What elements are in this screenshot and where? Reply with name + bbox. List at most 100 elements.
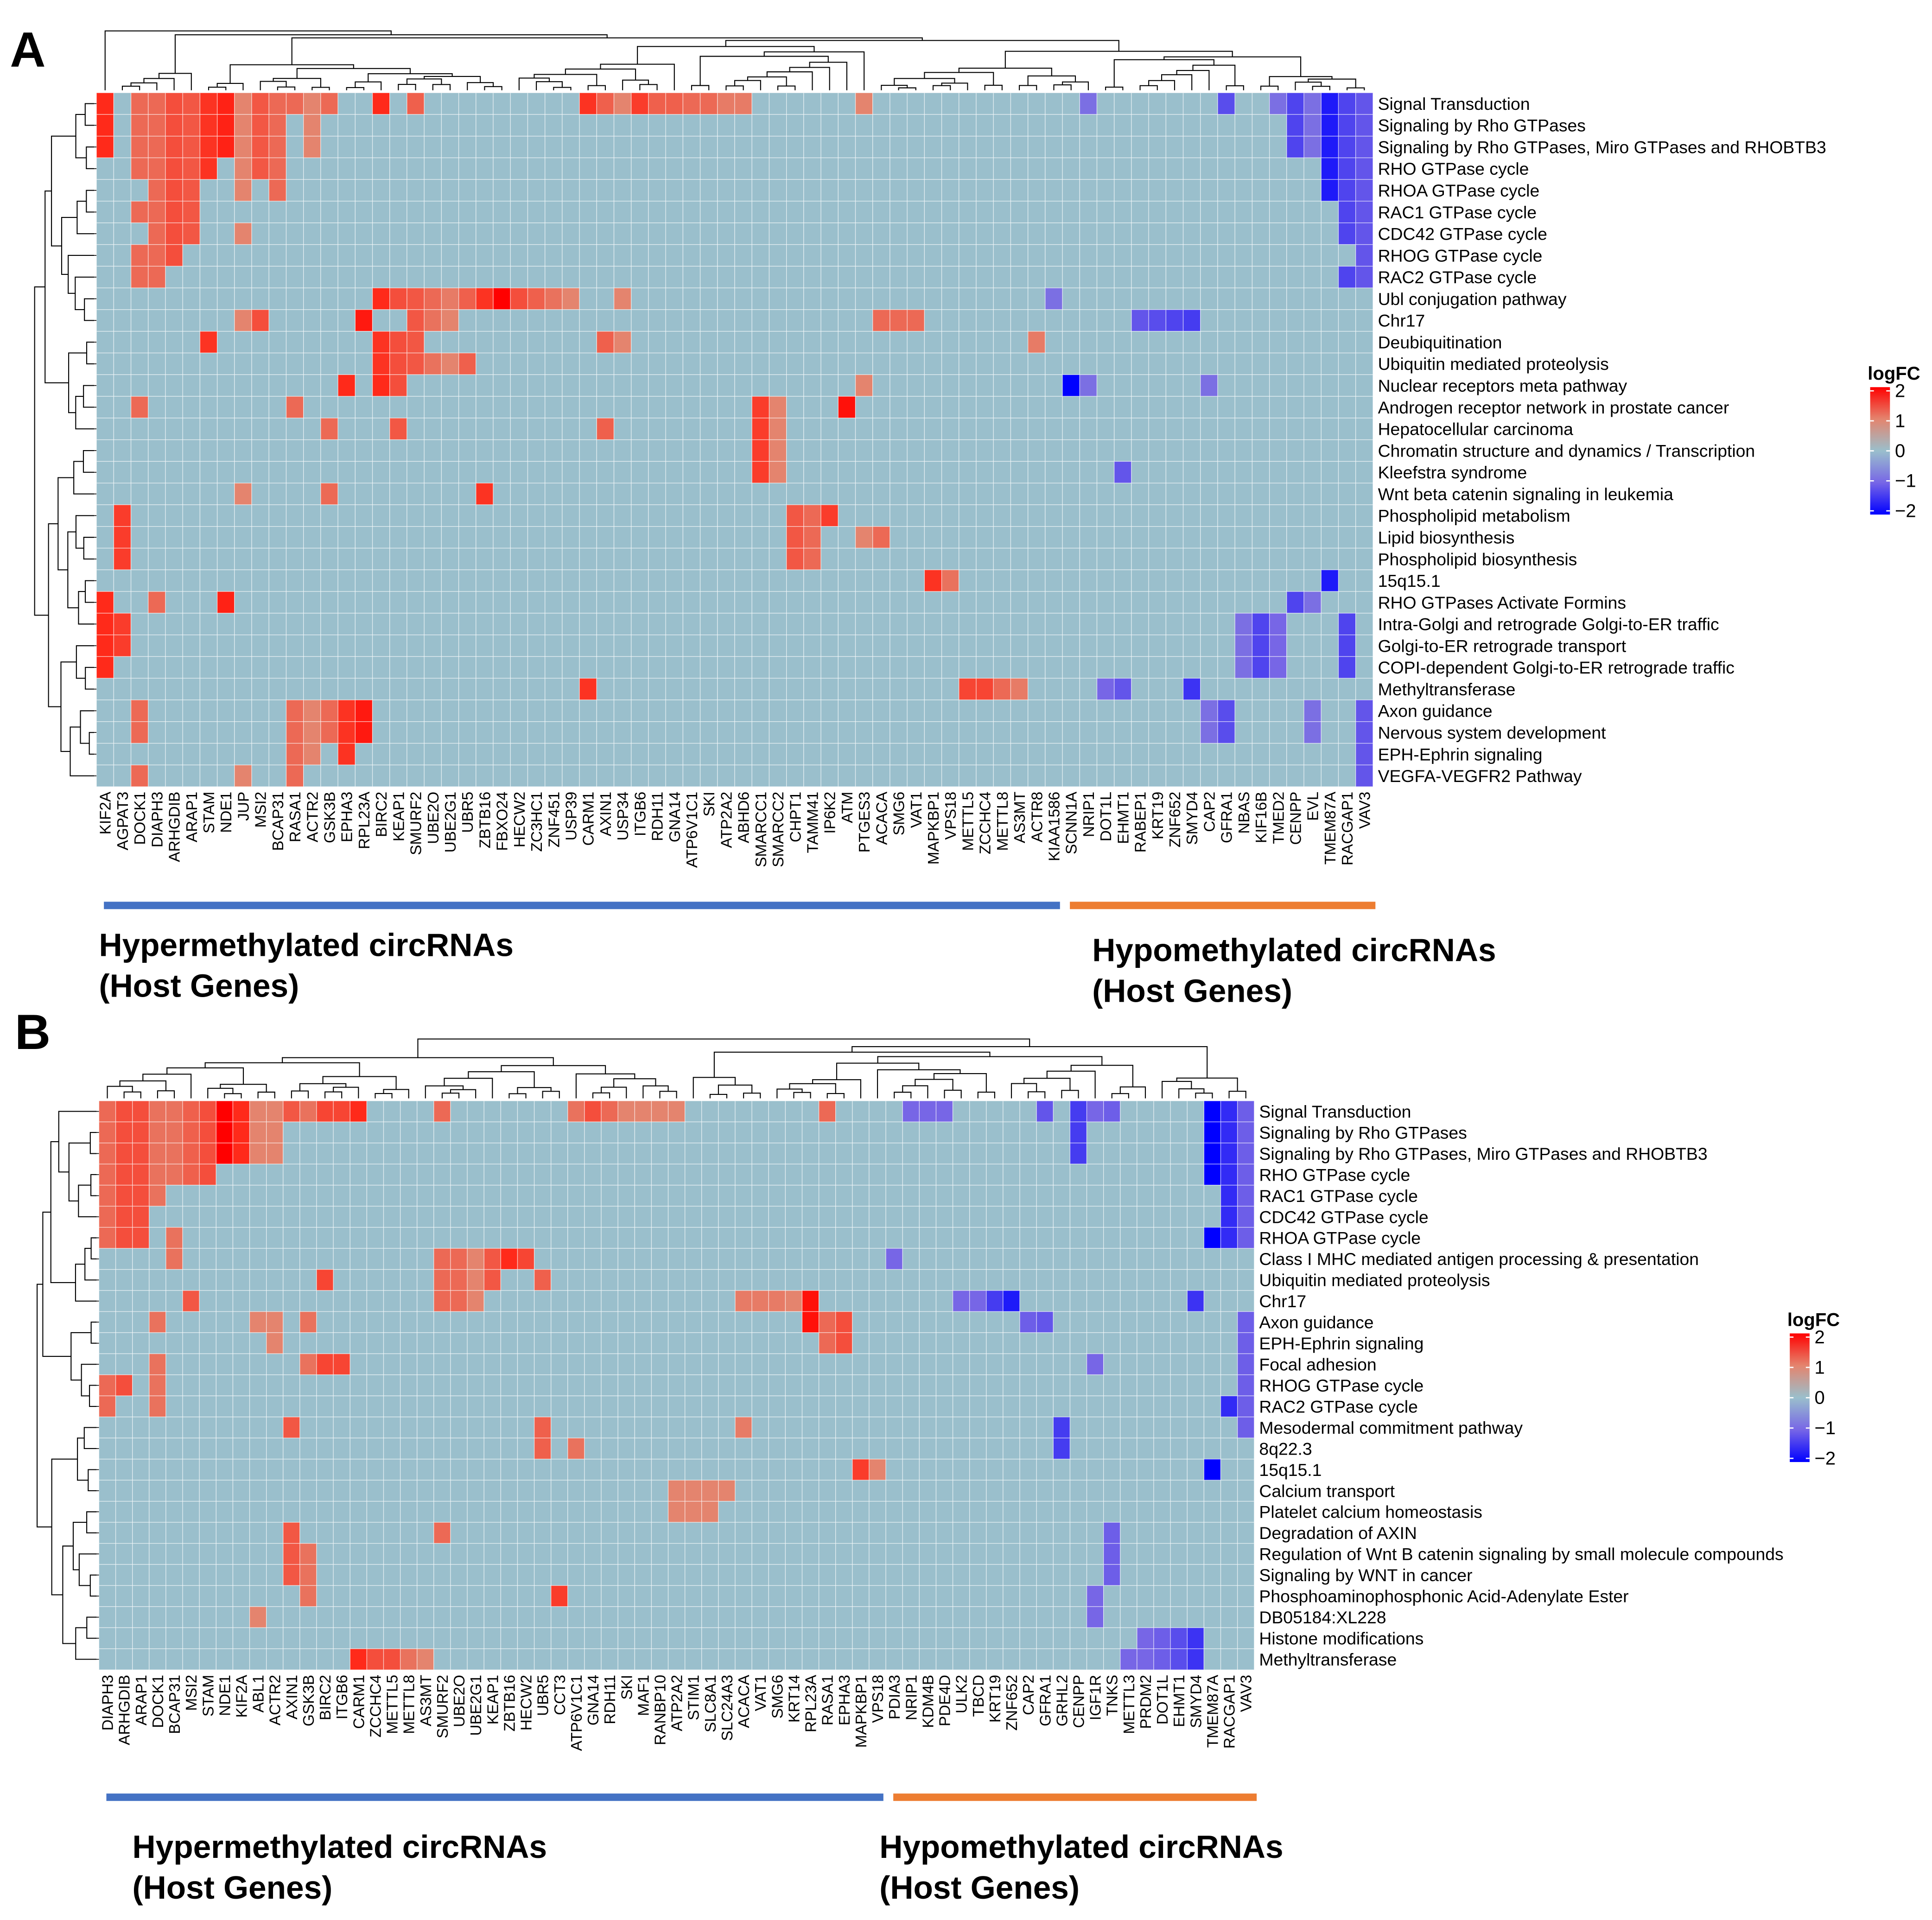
column-label: SLC24A3 [719, 1675, 736, 1741]
row-label: Phosphoaminophosphonic Acid-Adenylate Es… [1259, 1587, 1628, 1606]
heatmap-cell [1045, 526, 1063, 549]
heatmap-cell [493, 287, 511, 310]
heatmap-cell [768, 1417, 786, 1438]
heatmap-cell [407, 439, 425, 462]
heatmap-cell [1103, 1121, 1121, 1144]
heatmap-cell [441, 309, 459, 332]
heatmap-cell [1170, 1311, 1188, 1333]
heatmap-cell [182, 634, 201, 657]
heatmap-cell [500, 1564, 518, 1586]
heatmap-cell [1217, 309, 1235, 332]
column-dendrogram-branch [852, 1046, 1208, 1078]
heatmap-cell [534, 1248, 552, 1270]
heatmap-cell [803, 721, 821, 744]
heatmap-cell [969, 1269, 987, 1291]
heatmap-cell [115, 1648, 133, 1671]
heatmap-cell [596, 613, 615, 636]
heatmap-cell [902, 1290, 920, 1312]
column-dendrogram-branch [346, 87, 365, 90]
heatmap-cell [1062, 483, 1080, 505]
heatmap-cell [407, 352, 425, 375]
column-label: ACACA [873, 791, 890, 845]
heatmap-cell [952, 1374, 970, 1397]
heatmap-cell [182, 569, 201, 592]
heatmap-cell [407, 504, 425, 527]
heatmap-cell [551, 1185, 568, 1207]
heatmap-cell [1217, 439, 1235, 462]
heatmap-cell [596, 569, 615, 592]
heatmap-cell [303, 266, 321, 288]
heatmap-cell [216, 1163, 234, 1186]
heatmap-cell [441, 439, 459, 462]
heatmap-cell [424, 678, 442, 700]
heatmap-cell [919, 1269, 937, 1291]
heatmap-cell [969, 1564, 987, 1586]
heatmap-cell [1153, 1374, 1171, 1397]
heatmap-cell [286, 287, 304, 310]
heatmap-cell [651, 1648, 669, 1671]
heatmap-cell [1269, 613, 1287, 636]
column-label: ABL1 [250, 1675, 267, 1713]
heatmap-cell [1269, 743, 1287, 765]
row-label: Intra-Golgi and retrograde Golgi-to-ER t… [1378, 615, 1719, 634]
heatmap-cell [1217, 157, 1235, 180]
heatmap-cell [355, 591, 373, 614]
heatmap-cell [355, 92, 373, 115]
heatmap-cell [199, 1585, 216, 1607]
heatmap-cell [234, 92, 252, 115]
heatmap-cell [458, 634, 477, 657]
heatmap-cell [417, 1332, 434, 1354]
heatmap-cell [320, 613, 338, 636]
heatmap-cell [1269, 569, 1287, 592]
heatmap-cell [1114, 244, 1132, 267]
column-label: ABHD6 [736, 792, 753, 843]
heatmap-cell [820, 374, 839, 397]
heatmap-cell [441, 613, 459, 636]
heatmap-cell [1103, 1100, 1121, 1123]
heatmap-cell [818, 1564, 836, 1586]
heatmap-cell [1303, 287, 1322, 310]
heatmap-cell [551, 1480, 568, 1502]
heatmap-cell [400, 1290, 418, 1312]
heatmap-cell [216, 418, 235, 440]
heatmap-cell [631, 92, 649, 115]
heatmap-cell [350, 1121, 368, 1144]
heatmap-cell [562, 418, 580, 440]
heatmap-cell [216, 309, 235, 332]
heatmap-cell [1338, 504, 1356, 527]
heatmap-cell [699, 396, 718, 419]
heatmap-cell [286, 201, 304, 223]
heatmap-cell [562, 547, 580, 570]
heatmap-cell [266, 1417, 284, 1438]
heatmap-cell [1217, 92, 1235, 115]
heatmap-cell [251, 136, 269, 159]
heatmap-cell [924, 244, 942, 267]
heatmap-cell [234, 526, 252, 549]
heatmap-cell [785, 1206, 803, 1228]
heatmap-cell [441, 721, 459, 744]
heatmap-cell [941, 613, 960, 636]
heatmap-cell [768, 1585, 786, 1607]
heatmap-cell [734, 331, 752, 354]
column-dendrogram-branch [216, 83, 244, 90]
heatmap-cell [852, 1100, 870, 1123]
heatmap-cell [534, 1564, 552, 1586]
heatmap-cell [648, 179, 666, 202]
heatmap-cell [113, 179, 132, 202]
heatmap-cell [517, 1311, 535, 1333]
heatmap-cell [786, 461, 804, 483]
heatmap-cell [551, 1648, 568, 1671]
heatmap-cell [786, 331, 804, 354]
heatmap-cell [251, 331, 269, 354]
heatmap-cell [801, 1332, 820, 1354]
heatmap-cell [165, 374, 183, 397]
heatmap-cell [1217, 656, 1235, 679]
heatmap-cell [182, 1395, 200, 1418]
heatmap-cell [869, 1248, 886, 1270]
heatmap-cell [869, 1332, 886, 1354]
heatmap-cell [182, 678, 201, 700]
row-label: Regulation of Wnt B catenin signaling by… [1259, 1545, 1783, 1564]
heatmap-cell [1286, 699, 1304, 722]
heatmap-cell [1237, 1185, 1255, 1207]
heatmap-cell [835, 1480, 853, 1502]
